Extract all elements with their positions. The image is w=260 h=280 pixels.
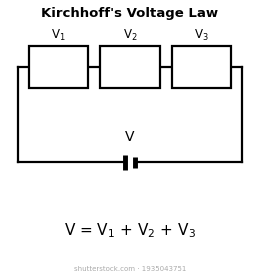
Text: shutterstock.com · 1935043751: shutterstock.com · 1935043751 bbox=[74, 266, 186, 272]
Text: V$_1$: V$_1$ bbox=[51, 28, 66, 43]
Bar bbox=[172, 46, 231, 88]
Text: V = V$_1$ + V$_2$ + V$_3$: V = V$_1$ + V$_2$ + V$_3$ bbox=[64, 222, 196, 240]
Text: V$_3$: V$_3$ bbox=[194, 28, 209, 43]
Bar bbox=[100, 46, 160, 88]
Text: V$_2$: V$_2$ bbox=[123, 28, 137, 43]
Text: V: V bbox=[125, 130, 135, 144]
Bar bbox=[29, 46, 88, 88]
Text: Kirchhoff's Voltage Law: Kirchhoff's Voltage Law bbox=[41, 7, 219, 20]
